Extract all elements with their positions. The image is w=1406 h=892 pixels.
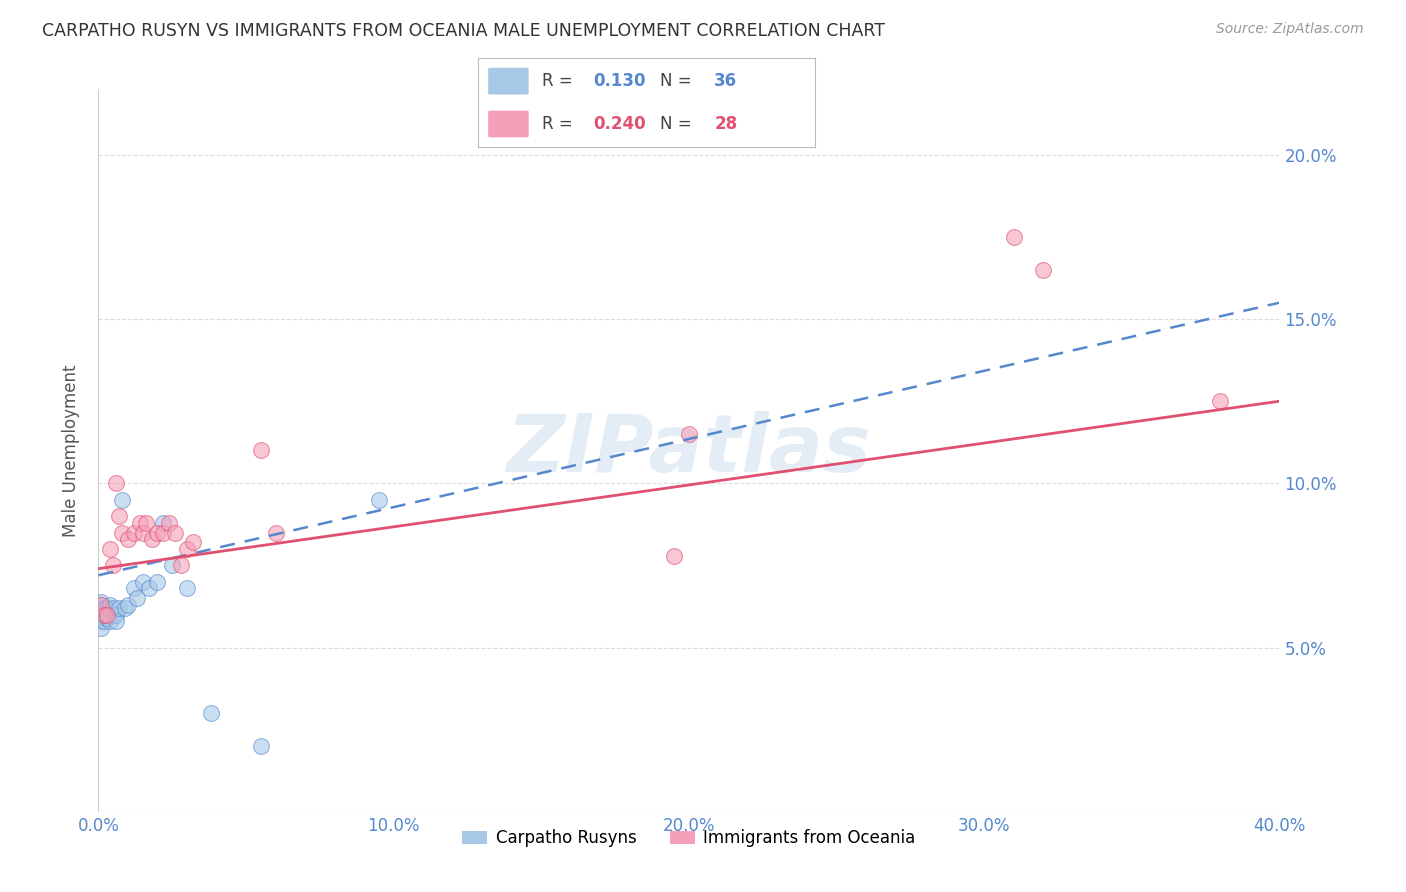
Point — [368, 492, 391, 507]
Point — [117, 598, 139, 612]
Point — [117, 532, 139, 546]
Point — [250, 443, 273, 458]
Point — [93, 601, 115, 615]
Point — [105, 614, 128, 628]
Text: 36: 36 — [714, 72, 737, 90]
Point — [135, 516, 157, 530]
Point — [105, 607, 128, 622]
Point — [108, 601, 131, 615]
Text: ZIPatlas: ZIPatlas — [506, 411, 872, 490]
Point — [98, 604, 121, 618]
Point — [111, 492, 134, 507]
Point — [93, 614, 115, 628]
Point — [90, 598, 112, 612]
Point — [162, 558, 183, 573]
Point — [146, 574, 169, 589]
Point — [103, 607, 125, 622]
Text: N =: N = — [661, 115, 697, 133]
Point — [125, 591, 148, 606]
Point — [122, 582, 145, 596]
Text: CARPATHO RUSYN VS IMMIGRANTS FROM OCEANIA MALE UNEMPLOYMENT CORRELATION CHART: CARPATHO RUSYN VS IMMIGRANTS FROM OCEANI… — [42, 22, 886, 40]
Text: 0.130: 0.130 — [593, 72, 645, 90]
Point — [98, 541, 121, 556]
Point — [90, 594, 112, 608]
Point — [176, 541, 198, 556]
Text: N =: N = — [661, 72, 697, 90]
Point — [200, 706, 222, 721]
Point — [181, 535, 204, 549]
Legend: Carpatho Rusyns, Immigrants from Oceania: Carpatho Rusyns, Immigrants from Oceania — [456, 822, 922, 854]
Point — [105, 476, 128, 491]
Point — [90, 601, 112, 615]
Point — [96, 611, 118, 625]
Text: Source: ZipAtlas.com: Source: ZipAtlas.com — [1216, 22, 1364, 37]
Point — [157, 516, 180, 530]
Point — [96, 601, 118, 615]
Point — [176, 582, 198, 596]
Point — [132, 525, 155, 540]
Point — [1002, 230, 1025, 244]
Y-axis label: Male Unemployment: Male Unemployment — [62, 364, 80, 537]
Point — [93, 607, 115, 622]
Text: 0.240: 0.240 — [593, 115, 645, 133]
Point — [250, 739, 273, 753]
Text: 28: 28 — [714, 115, 737, 133]
Point — [152, 525, 174, 540]
FancyBboxPatch shape — [488, 111, 529, 137]
Point — [152, 516, 174, 530]
Point — [170, 558, 193, 573]
Point — [664, 549, 686, 563]
Point — [90, 607, 112, 622]
Point — [103, 601, 125, 615]
Point — [96, 607, 118, 622]
Point — [98, 614, 121, 628]
Point — [90, 614, 112, 628]
Point — [141, 532, 163, 546]
Point — [93, 607, 115, 622]
Point — [678, 427, 700, 442]
Point — [264, 525, 287, 540]
Point — [122, 525, 145, 540]
Point — [90, 621, 112, 635]
Point — [93, 611, 115, 625]
Point — [1209, 394, 1232, 409]
Point — [90, 598, 112, 612]
Point — [146, 525, 169, 540]
Point — [128, 516, 150, 530]
Text: R =: R = — [543, 72, 578, 90]
Point — [96, 607, 118, 622]
Point — [165, 525, 187, 540]
Point — [103, 558, 125, 573]
Point — [1032, 262, 1054, 277]
Point — [138, 582, 160, 596]
Point — [108, 509, 131, 524]
Point — [98, 598, 121, 612]
Text: R =: R = — [543, 115, 578, 133]
Point — [114, 601, 136, 615]
Point — [132, 574, 155, 589]
Point — [93, 604, 115, 618]
FancyBboxPatch shape — [488, 68, 529, 95]
Point — [111, 525, 134, 540]
